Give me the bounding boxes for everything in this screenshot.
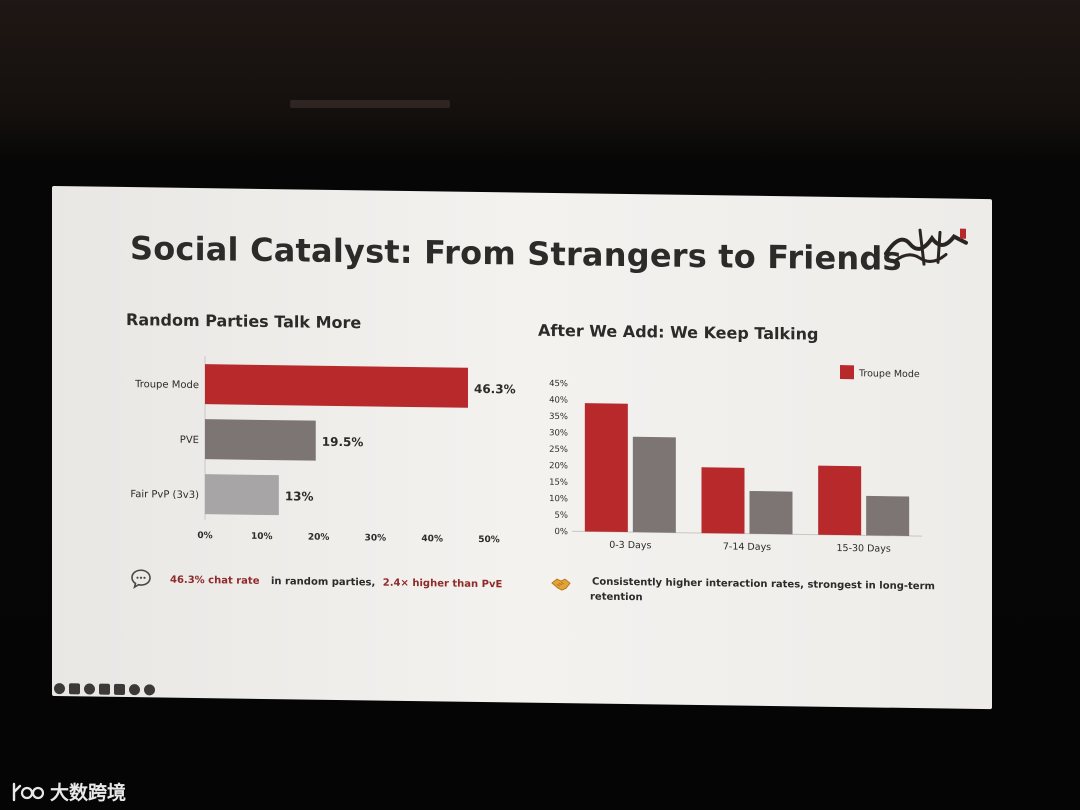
left-note-highlight-2: 2.4× higher than PvE: [382, 577, 503, 591]
brand-logo-icon: [12, 782, 44, 801]
x-tick-label: 40%: [421, 534, 443, 544]
vertical-bar-chart: 0% 5% 10% 15% 20% 25% 30% 35% 40% 45% 0-3 Days 7-14…: [549, 365, 922, 555]
captions-icon[interactable]: [99, 683, 110, 695]
x-tick-label: 10%: [251, 532, 273, 542]
zoom-icon[interactable]: [84, 683, 95, 695]
y-tick-label: 40%: [549, 395, 568, 405]
x-tick-label: 30%: [365, 533, 387, 543]
category-label: 15-30 Days: [836, 543, 890, 555]
watermark-text: 大数跨境: [50, 782, 127, 804]
horizontal-bar-chart: Troupe Mode 46.3% PVE 19.5% Fair PvP (3v3) 13…: [130, 356, 516, 545]
camera-icon[interactable]: [114, 683, 125, 696]
speech-bubble-icon: [131, 569, 151, 589]
slide-title: Social Catalyst: From Strangers to Frien…: [130, 229, 902, 278]
x-tick-label: 20%: [308, 533, 330, 543]
bar-series-1-0: [632, 436, 676, 533]
value-label: 46.3%: [474, 382, 516, 397]
x-tick-label: 50%: [478, 535, 500, 545]
y-tick-label: 20%: [549, 461, 568, 471]
left-note: 46.3% chat rate in random parties, 2.4× …: [170, 575, 502, 591]
left-note-highlight-1: 46.3% chat rate: [170, 574, 260, 587]
legend-swatch: [840, 365, 854, 380]
y-tick-label: 25%: [549, 445, 568, 455]
watermark: 大数跨境: [10, 778, 126, 805]
category-label: 7-14 Days: [723, 541, 771, 553]
bar-series-0-2: [818, 465, 862, 536]
y-tick-label: 15%: [549, 478, 568, 488]
bar-series-0-1: [701, 467, 745, 534]
y-tick-label: 5%: [555, 511, 568, 521]
y-tick-label: 10%: [549, 494, 568, 504]
presentation-toolbar: [54, 683, 155, 696]
more-options-icon[interactable]: [129, 684, 140, 696]
bar-0: [205, 364, 468, 408]
category-label: PVE: [180, 435, 199, 446]
category-label: Troupe Mode: [134, 379, 199, 391]
y-tick-label: 35%: [549, 412, 568, 422]
value-label: 19.5%: [322, 435, 364, 450]
left-section-title: Random Parties Talk More: [126, 310, 362, 333]
bar-2: [205, 474, 279, 516]
pen-icon[interactable]: [69, 683, 80, 695]
y-tick-label: 30%: [549, 428, 568, 438]
category-label: 0-3 Days: [609, 540, 651, 552]
handshake-icon: [551, 578, 571, 591]
previous-slide-icon[interactable]: [54, 683, 65, 695]
legend-label: Troupe Mode: [858, 368, 920, 380]
x-axis-line: [572, 530, 922, 537]
category-label: Fair PvP (3v3): [130, 489, 199, 501]
bar-series-1-2: [866, 495, 910, 536]
left-note-text: in random parties,: [270, 576, 376, 589]
right-section-title: After We Add: We Keep Talking: [538, 320, 819, 344]
value-label: 13%: [285, 489, 314, 503]
y-tick-label: 45%: [549, 379, 568, 389]
bar-1: [205, 419, 316, 461]
bar-series-1-1: [749, 490, 793, 535]
bar-series-0-0: [584, 403, 628, 533]
right-note: Consistently higher interaction rates, s…: [590, 575, 935, 610]
game-logo-icon: [884, 228, 968, 266]
y-tick-label: 0%: [555, 527, 568, 537]
next-slide-icon[interactable]: [144, 684, 155, 696]
presentation-slide: Social Catalyst: From Strangers to Frien…: [52, 186, 992, 710]
ceiling-light-strip: [290, 100, 450, 108]
x-tick-label: 0%: [197, 531, 212, 541]
